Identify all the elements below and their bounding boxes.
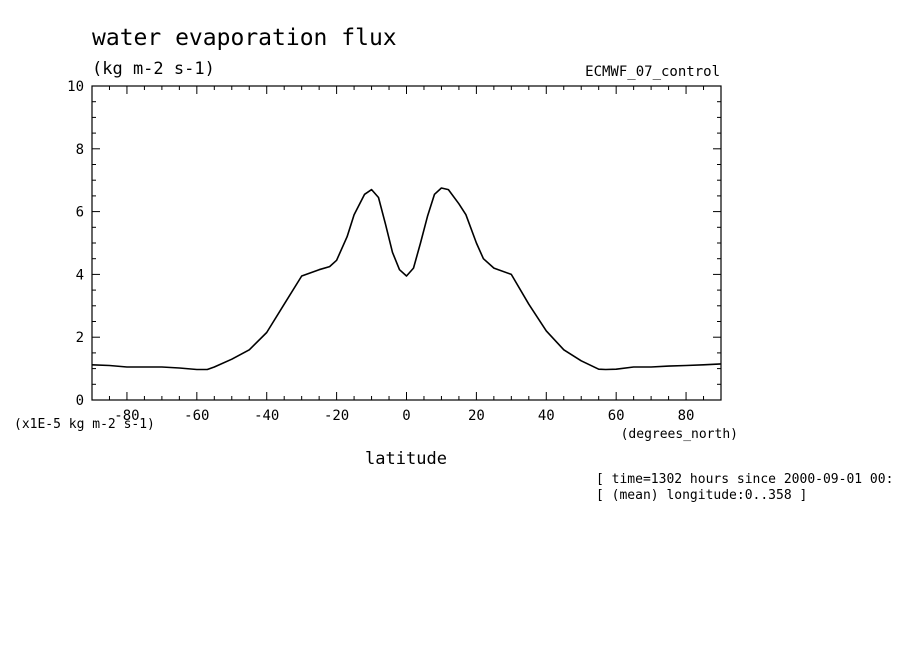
- y-tick-label: 2: [76, 330, 84, 346]
- time-info: [ time=1302 hours since 2000-09-01 00:: [596, 472, 893, 487]
- plot-frame: [91, 85, 722, 401]
- x-tick-label: -20: [324, 408, 349, 424]
- axis-ticks: [91, 85, 722, 401]
- y-tick-label: 8: [76, 142, 84, 158]
- x-axis-label: latitude: [365, 449, 447, 469]
- x-tick-label: 20: [468, 408, 485, 424]
- x-tick-label: -40: [254, 408, 279, 424]
- chart-title: water evaporation flux: [92, 25, 397, 51]
- y-tick-label: 6: [76, 205, 84, 221]
- x-tick-label: 80: [678, 408, 695, 424]
- y-tick-label: 0: [76, 393, 84, 409]
- y-scale-label: (x1E-5 kg m-2 s-1): [14, 417, 155, 432]
- x-tick-label: -80: [114, 408, 139, 424]
- x-tick-label: 0: [402, 408, 410, 424]
- series-line: [91, 187, 722, 371]
- x-tick-label: -60: [184, 408, 209, 424]
- y-tick-label: 4: [76, 267, 84, 283]
- chart-units: (kg m-2 s-1): [92, 59, 215, 79]
- x-units-label: (degrees_north): [621, 427, 738, 442]
- dataset-label: ECMWF_07_control: [585, 64, 720, 80]
- x-tick-labels: -80 -60 -40 -20 0 20 40 60 80: [114, 408, 694, 424]
- y-tick-labels: 0 2 4 6 8 10: [67, 79, 84, 409]
- x-tick-label: 60: [608, 408, 625, 424]
- y-tick-label: 10: [67, 79, 84, 95]
- longitude-info: [ (mean) longitude:0..358 ]: [596, 488, 807, 503]
- x-tick-label: 40: [538, 408, 555, 424]
